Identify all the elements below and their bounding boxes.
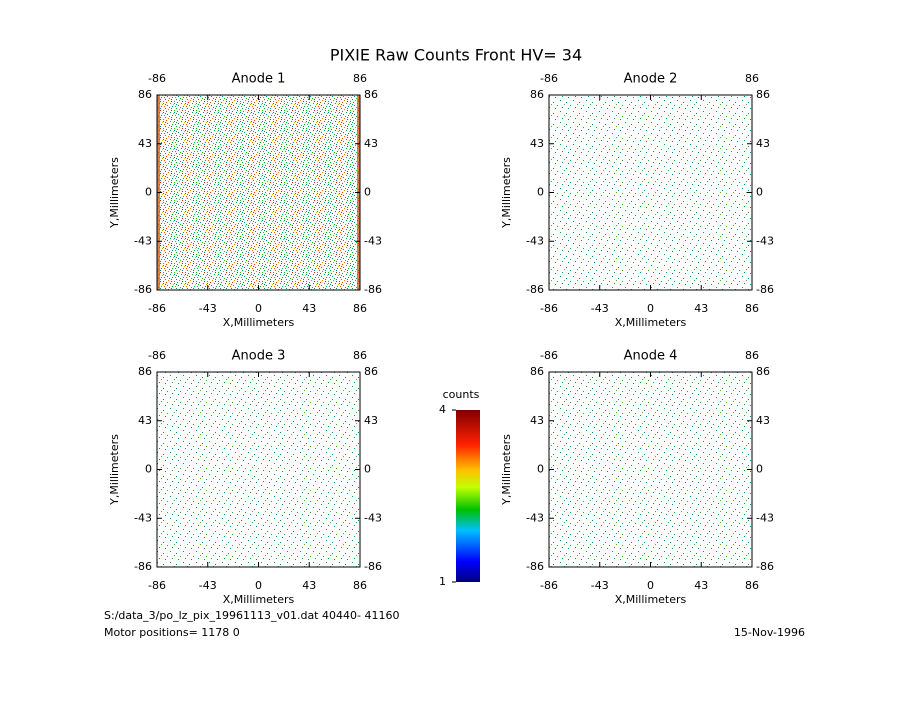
colorbar: [456, 410, 480, 582]
x-tick-label: -86: [148, 579, 166, 592]
x-tick-label: 0: [647, 302, 654, 315]
x-tick-label: -43: [199, 302, 217, 315]
y-tick-label-right: -43: [364, 511, 382, 524]
y-tick-label: 43: [138, 137, 152, 150]
y-tick-label: -86: [526, 283, 544, 296]
y-tick-label-right: 86: [756, 365, 770, 378]
x-tick-label: 86: [353, 579, 367, 592]
y-tick-label: -86: [134, 283, 152, 296]
y-tick-label-right: 0: [364, 186, 371, 199]
page-title: PIXIE Raw Counts Front HV= 34: [330, 46, 582, 65]
top-tick-label: -86: [540, 72, 558, 85]
y-tick-label-right: 0: [364, 463, 371, 476]
y-tick-label-right: -43: [364, 234, 382, 247]
colorbar-tick-label: 1: [439, 575, 446, 588]
y-tick-label: 86: [530, 365, 544, 378]
y-tick-label-right: 43: [364, 414, 378, 427]
top-tick-label: 86: [745, 349, 759, 362]
x-tick-label: 86: [745, 302, 759, 315]
top-tick-label: 86: [353, 349, 367, 362]
y-tick-label-right: -43: [756, 234, 774, 247]
y-tick-label: 0: [537, 186, 544, 199]
y-tick-label: -86: [526, 560, 544, 573]
plot-texture: [157, 372, 360, 567]
x-tick-label: 0: [647, 579, 654, 592]
y-tick-label: -43: [134, 234, 152, 247]
y-tick-label: 0: [145, 463, 152, 476]
plot-texture: [549, 372, 752, 567]
x-tick-label: 43: [302, 302, 316, 315]
plot-texture: [549, 95, 752, 290]
y-tick-label: 0: [537, 463, 544, 476]
y-axis-label: Y,Millimeters: [108, 157, 121, 229]
x-tick-label: -86: [148, 302, 166, 315]
x-tick-label: -43: [591, 302, 609, 315]
x-axis-label: X,Millimeters: [615, 316, 687, 329]
y-tick-label-right: 43: [364, 137, 378, 150]
y-tick-label: -43: [526, 511, 544, 524]
y-tick-label: 43: [138, 414, 152, 427]
top-tick-label: -86: [540, 349, 558, 362]
y-axis-label: Y,Millimeters: [500, 157, 513, 229]
y-axis-label: Y,Millimeters: [108, 434, 121, 506]
x-tick-label: -43: [199, 579, 217, 592]
y-tick-label: -86: [134, 560, 152, 573]
y-tick-label-right: 0: [756, 186, 763, 199]
y-tick-label-right: 86: [364, 88, 378, 101]
x-tick-label: 43: [302, 579, 316, 592]
plot-texture: [157, 95, 360, 290]
y-tick-label-right: -86: [364, 283, 382, 296]
y-tick-label: -43: [134, 511, 152, 524]
x-axis-label: X,Millimeters: [223, 593, 295, 606]
y-tick-label: 86: [530, 88, 544, 101]
y-tick-label-right: 43: [756, 414, 770, 427]
y-tick-label: 86: [138, 88, 152, 101]
top-tick-label: -86: [148, 349, 166, 362]
x-tick-label: 0: [255, 302, 262, 315]
x-tick-label: 0: [255, 579, 262, 592]
x-tick-label: -86: [540, 302, 558, 315]
y-tick-label: 43: [530, 414, 544, 427]
colorbar-tick-label: 4: [439, 403, 446, 416]
y-tick-label-right: -86: [364, 560, 382, 573]
panel-title: Anode 2: [624, 72, 678, 87]
y-tick-label-right: -86: [756, 560, 774, 573]
y-tick-label-right: 43: [756, 137, 770, 150]
top-tick-label: 86: [353, 72, 367, 85]
x-axis-label: X,Millimeters: [615, 593, 687, 606]
panel-title: Anode 1: [232, 72, 286, 87]
x-axis-label: X,Millimeters: [223, 316, 295, 329]
x-tick-label: -86: [540, 579, 558, 592]
y-tick-label: -43: [526, 234, 544, 247]
x-tick-label: 43: [694, 579, 708, 592]
x-tick-label: -43: [591, 579, 609, 592]
colorbar-label: counts: [443, 388, 480, 401]
y-tick-label-right: 86: [364, 365, 378, 378]
panel-title: Anode 3: [232, 349, 286, 364]
top-tick-label: 86: [745, 72, 759, 85]
top-tick-label: -86: [148, 72, 166, 85]
x-tick-label: 86: [353, 302, 367, 315]
y-tick-label: 0: [145, 186, 152, 199]
y-tick-label: 43: [530, 137, 544, 150]
panel-title: Anode 4: [624, 349, 678, 364]
y-tick-label-right: -43: [756, 511, 774, 524]
x-tick-label: 86: [745, 579, 759, 592]
y-tick-label-right: 0: [756, 463, 763, 476]
y-tick-label-right: 86: [756, 88, 770, 101]
y-axis-label: Y,Millimeters: [500, 434, 513, 506]
y-tick-label: 86: [138, 365, 152, 378]
file-info: S:/data_3/po_lz_pix_19961113_v01.dat 404…: [104, 609, 399, 622]
motor-info: Motor positions= 1178 0: [104, 626, 240, 639]
y-tick-label-right: -86: [756, 283, 774, 296]
date: 15-Nov-1996: [734, 626, 805, 639]
x-tick-label: 43: [694, 302, 708, 315]
